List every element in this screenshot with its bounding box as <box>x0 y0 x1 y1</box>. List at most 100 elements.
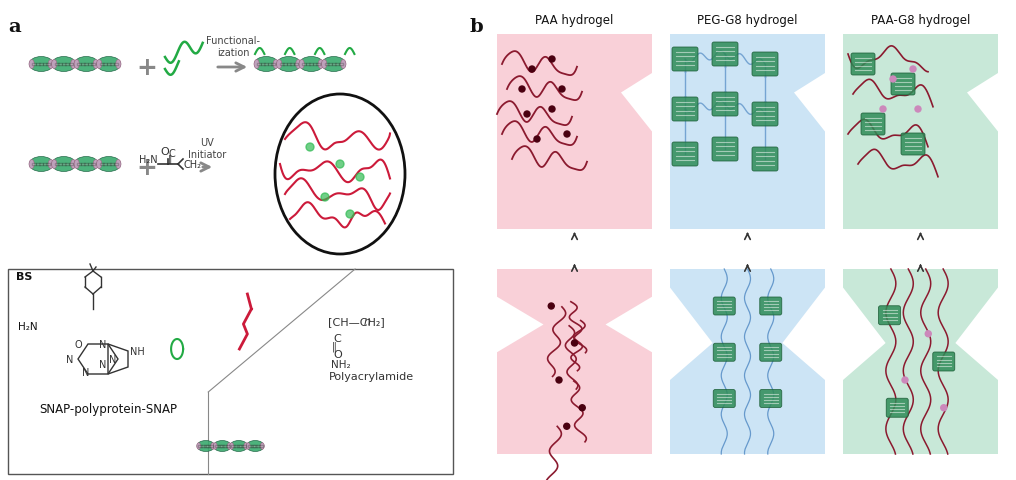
Ellipse shape <box>97 60 102 69</box>
Circle shape <box>564 132 570 138</box>
FancyArrow shape <box>283 64 288 66</box>
Circle shape <box>571 340 577 346</box>
FancyArrow shape <box>240 445 244 447</box>
Text: N: N <box>100 339 107 349</box>
FancyBboxPatch shape <box>713 344 736 361</box>
Ellipse shape <box>74 58 99 72</box>
Ellipse shape <box>321 60 327 69</box>
FancyArrow shape <box>91 164 96 166</box>
Ellipse shape <box>52 60 57 69</box>
Text: Functional-
ization: Functional- ization <box>206 36 260 58</box>
FancyArrow shape <box>84 164 88 166</box>
FancyArrow shape <box>36 164 40 166</box>
Polygon shape <box>497 297 544 352</box>
Ellipse shape <box>244 443 248 449</box>
Text: PEG-G8 hydrogel: PEG-G8 hydrogel <box>697 14 798 27</box>
Text: N: N <box>100 359 107 369</box>
FancyArrow shape <box>111 64 115 66</box>
Polygon shape <box>955 288 998 380</box>
FancyBboxPatch shape <box>8 269 453 474</box>
Circle shape <box>880 107 886 113</box>
Ellipse shape <box>29 160 35 169</box>
Ellipse shape <box>276 58 301 72</box>
Text: +: + <box>136 56 157 80</box>
FancyArrow shape <box>223 445 227 447</box>
Text: Polyacrylamide: Polyacrylamide <box>328 371 414 381</box>
Polygon shape <box>621 74 652 132</box>
Circle shape <box>549 57 555 63</box>
FancyArrow shape <box>217 445 221 447</box>
FancyArrow shape <box>69 64 73 66</box>
Ellipse shape <box>228 443 232 449</box>
Text: H₂N: H₂N <box>18 321 38 331</box>
FancyArrow shape <box>80 64 84 66</box>
Text: PAA-G8 hydrogel: PAA-G8 hydrogel <box>871 14 970 27</box>
Ellipse shape <box>29 157 53 172</box>
FancyArrow shape <box>77 164 81 166</box>
FancyArrow shape <box>271 64 275 66</box>
Text: a: a <box>8 18 20 36</box>
FancyArrow shape <box>87 164 91 166</box>
FancyArrow shape <box>114 64 118 66</box>
Circle shape <box>915 107 920 113</box>
FancyBboxPatch shape <box>672 98 698 122</box>
FancyArrow shape <box>43 164 47 166</box>
FancyArrow shape <box>65 164 69 166</box>
Ellipse shape <box>254 60 259 69</box>
Text: ‖: ‖ <box>331 341 336 352</box>
Text: C: C <box>333 333 341 343</box>
FancyArrow shape <box>209 445 213 447</box>
FancyArrow shape <box>104 64 107 66</box>
Ellipse shape <box>340 60 346 69</box>
FancyArrow shape <box>268 64 272 66</box>
Polygon shape <box>782 288 825 380</box>
Ellipse shape <box>74 157 99 172</box>
Ellipse shape <box>296 60 301 69</box>
FancyArrow shape <box>253 445 257 447</box>
Circle shape <box>356 174 364 181</box>
Ellipse shape <box>246 443 250 449</box>
Text: ‖: ‖ <box>168 155 172 164</box>
FancyArrow shape <box>80 164 84 166</box>
FancyBboxPatch shape <box>752 148 778 172</box>
FancyArrow shape <box>36 64 40 66</box>
FancyArrow shape <box>55 64 59 66</box>
Ellipse shape <box>29 60 35 69</box>
Ellipse shape <box>275 95 405 254</box>
Circle shape <box>941 405 947 411</box>
FancyArrow shape <box>332 64 335 66</box>
Text: N: N <box>66 354 73 364</box>
FancyArrow shape <box>40 64 44 66</box>
Circle shape <box>564 423 570 429</box>
FancyBboxPatch shape <box>861 114 885 136</box>
FancyArrow shape <box>335 64 339 66</box>
Ellipse shape <box>74 60 79 69</box>
Ellipse shape <box>48 160 54 169</box>
Ellipse shape <box>116 60 121 69</box>
FancyArrow shape <box>107 164 111 166</box>
Ellipse shape <box>247 441 264 452</box>
FancyArrow shape <box>328 64 332 66</box>
Ellipse shape <box>299 60 304 69</box>
Circle shape <box>336 161 344 168</box>
FancyArrow shape <box>58 64 62 66</box>
Text: [CH—CH₂]: [CH—CH₂] <box>328 316 385 326</box>
Text: O: O <box>74 339 82 349</box>
Ellipse shape <box>52 160 57 169</box>
FancyArrow shape <box>313 64 317 66</box>
FancyArrow shape <box>114 164 118 166</box>
Circle shape <box>346 211 354 218</box>
FancyArrow shape <box>62 164 66 166</box>
Ellipse shape <box>211 443 214 449</box>
Ellipse shape <box>273 60 278 69</box>
FancyBboxPatch shape <box>843 35 998 229</box>
Ellipse shape <box>318 60 323 69</box>
FancyArrow shape <box>215 445 219 447</box>
FancyBboxPatch shape <box>712 93 738 117</box>
Ellipse shape <box>71 60 76 69</box>
Polygon shape <box>670 288 712 380</box>
Circle shape <box>926 331 932 337</box>
FancyArrow shape <box>251 445 255 447</box>
FancyBboxPatch shape <box>713 390 736 408</box>
Circle shape <box>902 377 908 383</box>
